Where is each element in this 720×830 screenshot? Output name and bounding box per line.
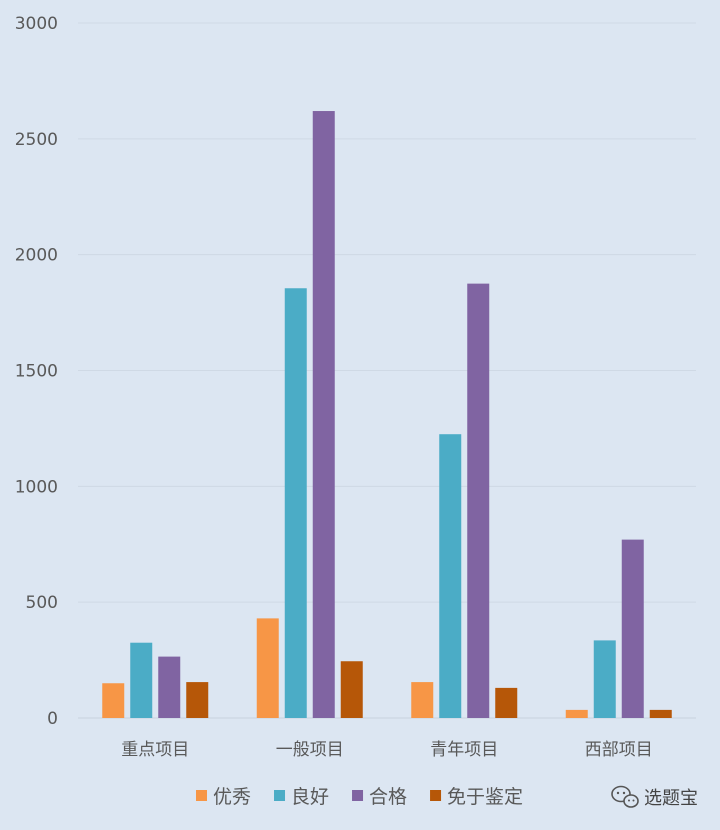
- x-category-label: 重点项目: [121, 740, 189, 760]
- bar: [158, 656, 181, 718]
- legend-swatch: [274, 790, 286, 801]
- y-tick-label: 1500: [15, 362, 58, 382]
- bar: [130, 642, 153, 718]
- y-tick-label: 1000: [15, 477, 58, 497]
- bar: [102, 683, 125, 718]
- bar: [284, 288, 307, 718]
- legend-swatch: [430, 790, 442, 801]
- y-tick-label: 3000: [15, 14, 58, 34]
- legend-label: 良好: [291, 786, 329, 808]
- legend-label: 合格: [369, 786, 407, 808]
- y-tick-label: 2500: [15, 130, 58, 150]
- legend-label: 优秀: [213, 786, 251, 808]
- legend-item: 优秀: [196, 786, 251, 808]
- legend-item: 合格: [352, 786, 407, 808]
- bar: [256, 618, 279, 718]
- watermark: 选题宝: [611, 785, 698, 809]
- legend-swatch: [352, 790, 364, 801]
- bar: [649, 709, 672, 718]
- y-tick-label: 0: [47, 709, 58, 729]
- wechat-icon: [611, 785, 639, 808]
- x-category-label: 一般项目: [276, 740, 344, 760]
- legend: 优秀 良好 合格 免于鉴定: [196, 786, 523, 808]
- y-axis: 0 500 1000 1500 2000 2500 3000: [15, 14, 58, 729]
- legend-item: 免于鉴定: [430, 786, 523, 808]
- y-tick-label: 500: [26, 593, 58, 613]
- bar: [439, 434, 462, 718]
- bar: [411, 682, 434, 718]
- gridlines: [78, 22, 696, 719]
- bar: [495, 687, 518, 718]
- bar: [312, 111, 335, 719]
- x-category-label: 西部项目: [585, 740, 653, 760]
- bar: [467, 283, 490, 718]
- bar: [565, 709, 588, 718]
- bar: [621, 539, 644, 718]
- x-axis: 重点项目 一般项目 青年项目 西部项目: [121, 740, 653, 760]
- bar: [186, 682, 209, 718]
- bar: [340, 661, 363, 718]
- legend-item: 良好: [274, 786, 329, 808]
- y-tick-label: 2000: [15, 246, 58, 266]
- bars: [102, 111, 672, 719]
- legend-swatch: [196, 790, 207, 801]
- x-category-label: 青年项目: [430, 740, 498, 760]
- watermark-text: 选题宝: [644, 788, 698, 809]
- bar: [593, 640, 616, 718]
- legend-label: 免于鉴定: [447, 786, 523, 808]
